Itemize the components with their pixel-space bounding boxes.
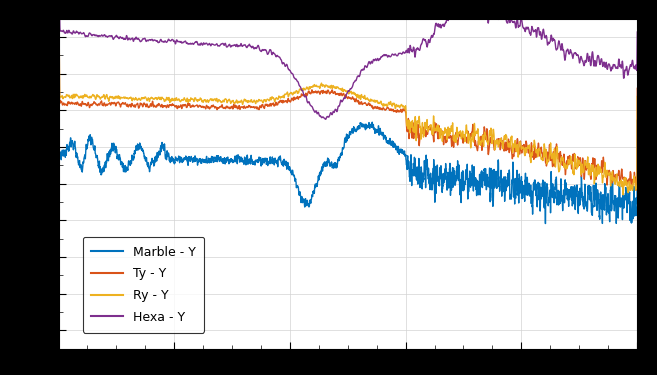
Hexa - Y [560,49,568,53]
Marble - Y [121,165,129,170]
Marble - Y [633,118,641,123]
Marble - Y [541,221,549,226]
Ry - Y [277,95,284,99]
Hexa - Y [322,117,330,122]
Hexa - Y [121,37,129,41]
Hexa - Y [633,30,641,34]
Hexa - Y [622,66,630,70]
Ry - Y [620,193,627,197]
Marble - Y [560,198,568,203]
Ry - Y [121,95,129,100]
Line: Marble - Y: Marble - Y [59,89,637,224]
Hexa - Y [302,94,310,98]
Ry - Y [622,181,630,186]
Marble - Y [156,150,164,154]
Ty - Y [560,153,568,158]
Marble - Y [622,189,630,194]
Hexa - Y [277,57,284,62]
Ry - Y [55,16,63,21]
Ty - Y [302,91,310,95]
Legend: Marble - Y, Ty - Y, Ry - Y, Hexa - Y: Marble - Y, Ty - Y, Ry - Y, Hexa - Y [83,237,204,333]
Ty - Y [622,177,630,181]
Ry - Y [560,162,568,166]
Ry - Y [302,87,310,92]
Ty - Y [55,20,63,24]
Ty - Y [633,86,641,91]
Line: Ty - Y: Ty - Y [59,22,637,190]
Ty - Y [156,102,164,106]
Hexa - Y [156,40,164,45]
Ty - Y [277,99,284,103]
Ry - Y [156,97,164,101]
Ry - Y [633,94,641,99]
Marble - Y [302,201,310,206]
Line: Ry - Y: Ry - Y [59,19,637,195]
Marble - Y [55,87,63,91]
Ty - Y [121,101,129,105]
Marble - Y [277,159,284,164]
Line: Hexa - Y: Hexa - Y [59,0,637,119]
Ty - Y [633,188,641,192]
